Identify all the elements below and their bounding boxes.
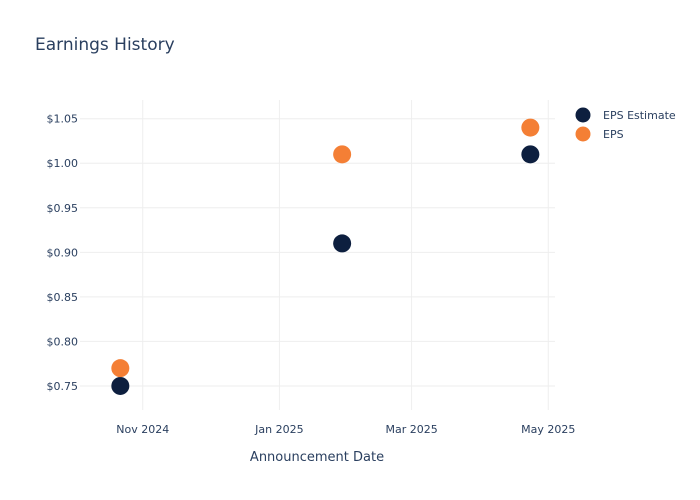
y-tick-label: $0.85 [47, 291, 79, 304]
legend-label[interactable]: EPS Estimate [603, 109, 676, 122]
y-axis-ticks: $0.75 $0.80 $0.85 $0.90 $0.95 $1.00 $1.05 [47, 113, 79, 393]
x-tick-label: Nov 2024 [116, 423, 169, 436]
eps-estimate-point[interactable] [111, 376, 130, 395]
y-tick-label: $0.80 [47, 335, 79, 348]
eps-point[interactable] [111, 359, 130, 378]
eps-estimate-point[interactable] [333, 234, 352, 253]
x-axis-ticks: Nov 2024 Jan 2025 Mar 2025 May 2025 [116, 423, 575, 436]
x-tick-label: May 2025 [521, 423, 575, 436]
legend-marker[interactable] [575, 107, 591, 123]
x-tick-label: Jan 2025 [254, 423, 303, 436]
y-tick-label: $1.00 [47, 157, 79, 170]
legend-marker[interactable] [575, 126, 591, 142]
y-tick-label: $1.05 [47, 113, 79, 126]
data-points [111, 118, 540, 395]
grid [80, 100, 555, 410]
legend[interactable]: EPS Estimate EPS [575, 107, 676, 142]
eps-estimate-point[interactable] [521, 145, 540, 164]
x-tick-label: Mar 2025 [385, 423, 437, 436]
y-tick-label: $0.95 [47, 202, 79, 215]
legend-label[interactable]: EPS [603, 128, 624, 141]
x-axis-title: Announcement Date [250, 450, 384, 465]
eps-point[interactable] [333, 145, 352, 164]
eps-point[interactable] [521, 118, 540, 137]
y-tick-label: $0.75 [47, 380, 79, 393]
y-tick-label: $0.90 [47, 246, 79, 259]
chart-title: Earnings History [35, 35, 175, 55]
